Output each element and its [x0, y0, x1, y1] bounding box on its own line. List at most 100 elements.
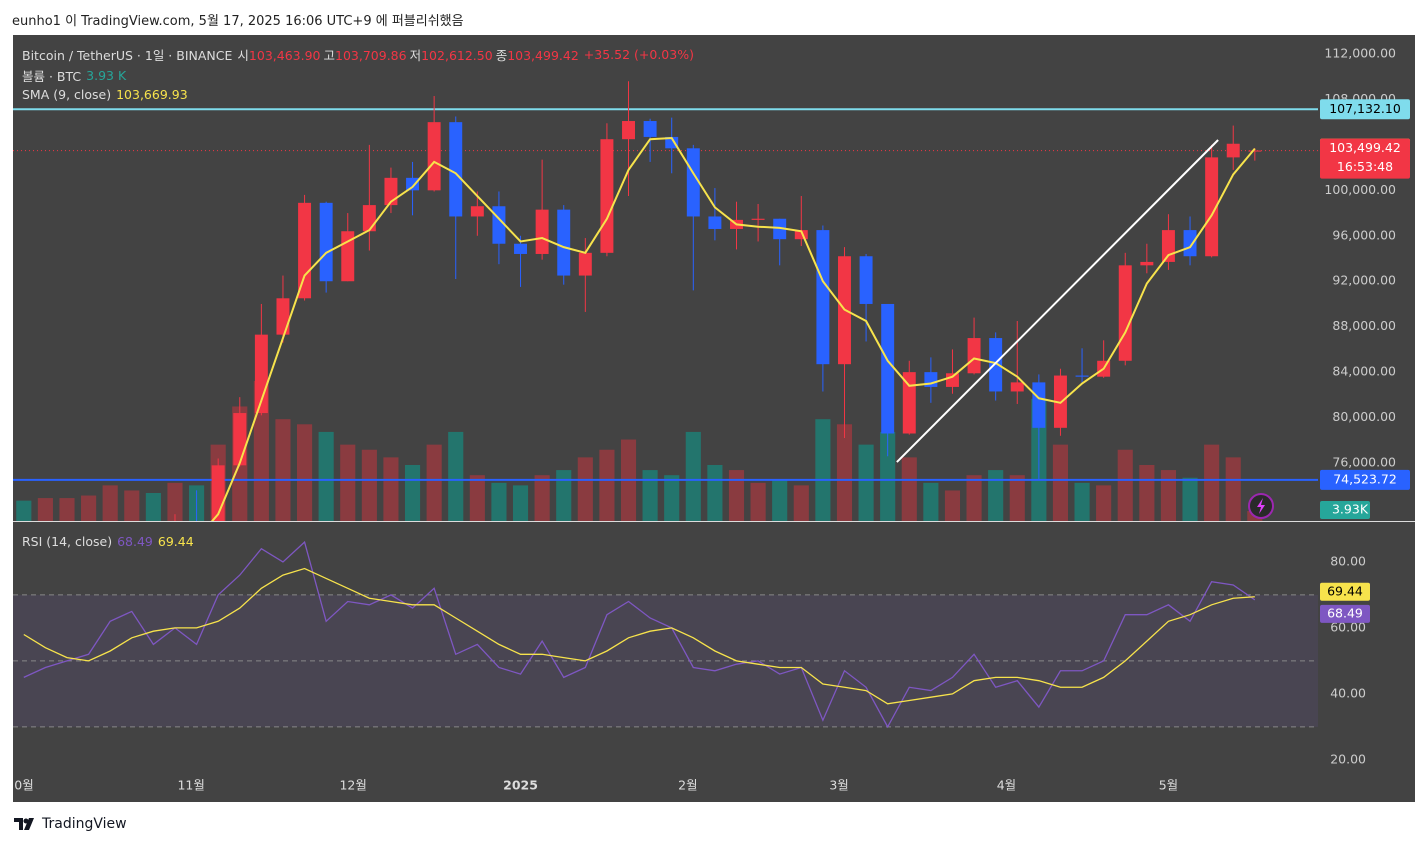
ohlc-key: 종	[495, 48, 508, 63]
volume-bar	[858, 444, 874, 521]
volume-bar	[685, 431, 701, 521]
rsi-tag-bg	[1320, 604, 1370, 623]
candle-body	[859, 256, 873, 304]
publish-note: eunho1 이 TradingView.com, 5월 17, 2025 16…	[12, 14, 464, 29]
brand: TradingView	[42, 816, 127, 832]
trend-line	[896, 139, 1219, 463]
ohlc-item: 저102,612.50	[410, 45, 493, 64]
x-tick-label: 2025	[503, 778, 538, 793]
candle-body	[1226, 143, 1240, 158]
symbol-legend: Bitcoin / TetherUS · 1일 · BINANCE 시103,4…	[22, 45, 694, 64]
volume-bar	[448, 431, 464, 521]
candle-body	[276, 298, 290, 335]
volume-bar	[815, 419, 831, 521]
change: +35.52 (+0.03%)	[583, 47, 694, 62]
volume-bar	[1096, 485, 1112, 521]
candle-body	[319, 202, 333, 282]
volume-bar	[772, 480, 788, 521]
hline-tag-label: 74,523.72	[1333, 471, 1397, 486]
candle-body	[578, 252, 592, 276]
volume-bar	[750, 482, 766, 521]
volume-bar	[1117, 449, 1133, 521]
volume-bar	[37, 498, 53, 521]
volume-bar	[426, 444, 442, 521]
candle-body	[967, 338, 981, 374]
volume-bar	[167, 482, 183, 521]
volume-bar	[923, 482, 939, 521]
volume-bar	[124, 490, 140, 521]
candle-body	[643, 121, 657, 137]
volume-bar	[642, 470, 658, 521]
countdown-label: 16:53:48	[1337, 159, 1393, 174]
candle-body	[406, 177, 420, 191]
axes: 76,000.00 80,000.00 84,000.00 88,000.00 92,0…	[14, 45, 1396, 792]
symbol: Bitcoin / TetherUS · 1일 · BINANCE	[22, 48, 233, 63]
volume-bar	[469, 475, 485, 521]
candle-body	[773, 218, 787, 240]
x-tick-label: 12월	[339, 778, 366, 793]
y-tick-label: 92,000.00	[1332, 273, 1396, 288]
candle-body	[233, 413, 247, 466]
candle-body	[535, 209, 549, 254]
ohlc-value: 103,499.42	[507, 48, 579, 63]
volume-bar	[512, 485, 529, 521]
volume-bar	[793, 485, 809, 521]
volume-bar	[880, 431, 896, 521]
candle-body	[1010, 382, 1024, 392]
candle-body	[686, 148, 700, 217]
candle-body	[902, 372, 916, 434]
volume-bar	[318, 431, 334, 521]
volume-bar	[599, 449, 615, 521]
volume-bar	[253, 381, 269, 521]
volume-bar	[59, 498, 75, 521]
rsi-legend: RSI (14, close) 68.49 69.44	[22, 534, 194, 549]
volume-bar	[556, 470, 572, 521]
volume-bar	[534, 475, 550, 521]
candle-body	[816, 230, 830, 365]
volume-bar	[81, 495, 97, 521]
volume-value: 3.93 K	[86, 68, 127, 83]
volume-bar	[102, 485, 118, 521]
candle-body	[794, 230, 808, 240]
candle-body	[557, 209, 571, 276]
candle-body	[1205, 157, 1219, 257]
sma-legend: SMA (9, close) 103,669.93	[22, 87, 188, 102]
rsi-tick-label: 80.00	[1330, 553, 1366, 568]
price-tags: 107,132.1074,523.72103,669.93103,499.421…	[1320, 99, 1410, 623]
volume-bar	[1009, 475, 1025, 521]
volume-bar	[404, 465, 421, 521]
x-tick-label: 5월	[1159, 778, 1178, 793]
x-tick-label: 2월	[678, 778, 697, 793]
x-tick-label: 11월	[177, 778, 204, 793]
volume-bar	[491, 482, 507, 521]
candle-body	[751, 218, 765, 220]
price-pane	[13, 81, 1318, 521]
volume-bar	[988, 470, 1004, 521]
candle-body	[1248, 150, 1262, 152]
sma-value: 103,669.93	[116, 87, 188, 102]
rsi-tick-label: 60.00	[1330, 619, 1366, 634]
volume-bar	[383, 457, 399, 521]
candle-body	[989, 338, 1003, 392]
volume-bar	[901, 457, 917, 521]
rsi-tag-label: 68.49	[1327, 605, 1363, 620]
y-tick-label: 84,000.00	[1332, 364, 1396, 379]
volume-tag-label: 3.93K	[1332, 502, 1369, 517]
candle-body	[1075, 375, 1089, 377]
y-tick-label: 80,000.00	[1332, 409, 1396, 424]
y-tick-label: 76,000.00	[1332, 455, 1396, 470]
volume-bar	[577, 457, 593, 521]
rsi-tick-label: 40.00	[1330, 685, 1366, 700]
rsi-value: 68.49	[117, 534, 153, 549]
x-tick-label: 3월	[829, 778, 848, 793]
candle-body	[449, 122, 463, 217]
rsi-ma-line	[23, 567, 1255, 705]
candle-body	[945, 373, 959, 387]
ohlc-key: 시	[237, 48, 249, 63]
ohlc: 시103,463.90 고103,709.86 저102,612.50 종103,49…	[237, 45, 578, 64]
rsi-ma-tag-label: 69.44	[1327, 583, 1363, 598]
y-tick-label: 88,000.00	[1332, 318, 1396, 333]
close-tag-bg	[1320, 138, 1410, 179]
rsi-ma-tag-bg	[1320, 582, 1370, 601]
